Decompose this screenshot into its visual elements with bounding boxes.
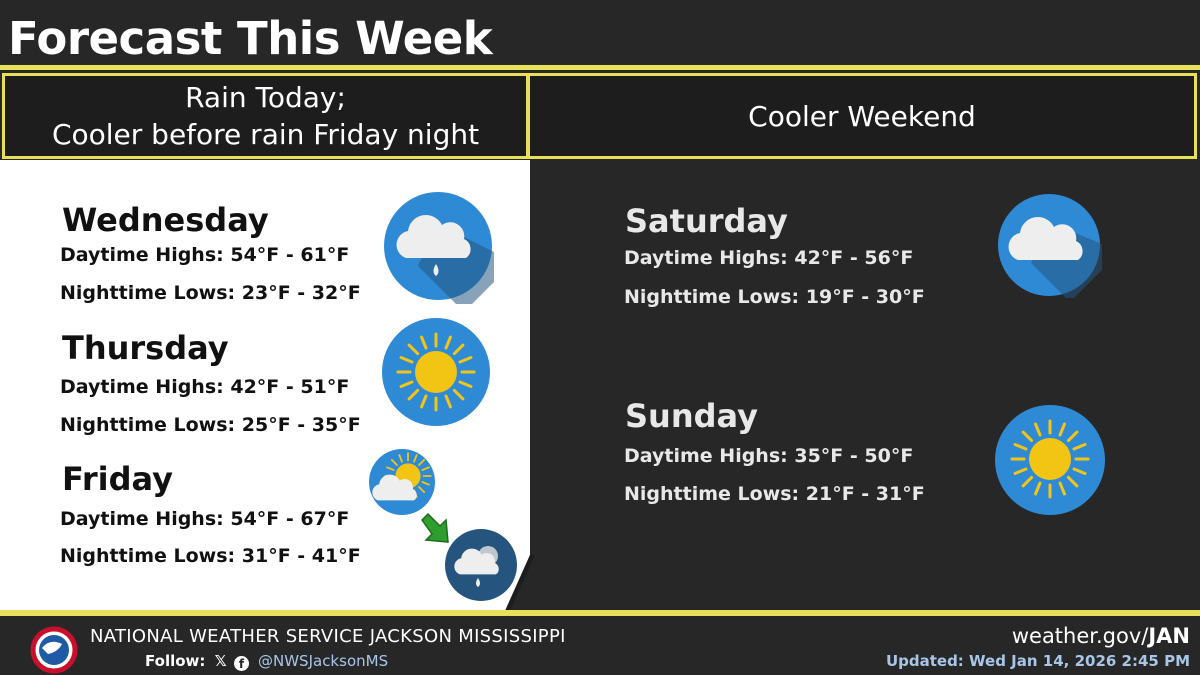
nighttime-lows-friday: Nighttime Lows: 31°F - 41°F [60, 545, 361, 567]
website-link[interactable]: weather.gov/JAN [990, 624, 1190, 648]
follow-row: Follow: 𝕏 f [145, 652, 249, 671]
accent-divider-top [0, 65, 1200, 70]
sun-icon [995, 405, 1105, 515]
nws-logo-icon [30, 626, 78, 674]
nighttime-lows-saturday: Nighttime Lows: 19°F - 30°F [624, 286, 925, 308]
panel-edge [505, 555, 1200, 611]
day-name-sunday: Sunday [625, 397, 758, 435]
nighttime-lows-wednesday: Nighttime Lows: 23°F - 32°F [60, 282, 361, 304]
page-title: Forecast This Week [8, 12, 493, 65]
follow-label: Follow: [145, 652, 206, 670]
website-prefix: weather.gov/ [1011, 624, 1149, 648]
x-icon[interactable]: 𝕏 [214, 652, 227, 670]
daytime-highs-thursday: Daytime Highs: 42°F - 51°F [60, 376, 350, 398]
section-header-right-label: Cooler Weekend [748, 99, 976, 133]
social-handle-link[interactable]: @NWSJacksonMS [258, 652, 389, 670]
partly-cloudy-icon [369, 449, 435, 515]
nighttime-lows-sunday: Nighttime Lows: 21°F - 31°F [624, 483, 925, 505]
daytime-highs-friday: Daytime Highs: 54°F - 67°F [60, 508, 350, 530]
day-name-thursday: Thursday [62, 329, 229, 367]
rain-cloud-icon [384, 192, 496, 304]
daytime-highs-sunday: Daytime Highs: 35°F - 50°F [624, 445, 914, 467]
section-header-right: Cooler Weekend [527, 73, 1197, 159]
section-header-left: Rain Today; Cooler before rain Friday ni… [2, 73, 529, 159]
nighttime-lows-thursday: Nighttime Lows: 25°F - 35°F [60, 414, 361, 436]
rain-cloud-night-icon [445, 529, 517, 601]
section-header-left-line2: Cooler before rain Friday night [51, 118, 480, 151]
sun-icon [382, 318, 490, 426]
website-office: JAN [1148, 624, 1190, 648]
accent-divider-bottom [0, 610, 1200, 616]
section-header-left-line1: Rain Today; [185, 81, 346, 114]
footer-bar [0, 616, 1200, 675]
day-name-wednesday: Wednesday [62, 201, 269, 239]
daytime-highs-saturday: Daytime Highs: 42°F - 56°F [624, 247, 914, 269]
arrow-down-right-icon [421, 512, 449, 543]
cloud-icon [998, 194, 1102, 298]
facebook-icon[interactable]: f [233, 656, 249, 671]
office-name: NATIONAL WEATHER SERVICE JACKSON MISSISS… [90, 626, 566, 647]
day-name-friday: Friday [62, 460, 173, 498]
day-name-saturday: Saturday [625, 202, 788, 240]
daytime-highs-wednesday: Daytime Highs: 54°F - 61°F [60, 244, 350, 266]
updated-timestamp: Updated: Wed Jan 14, 2026 2:45 PM [885, 652, 1190, 670]
